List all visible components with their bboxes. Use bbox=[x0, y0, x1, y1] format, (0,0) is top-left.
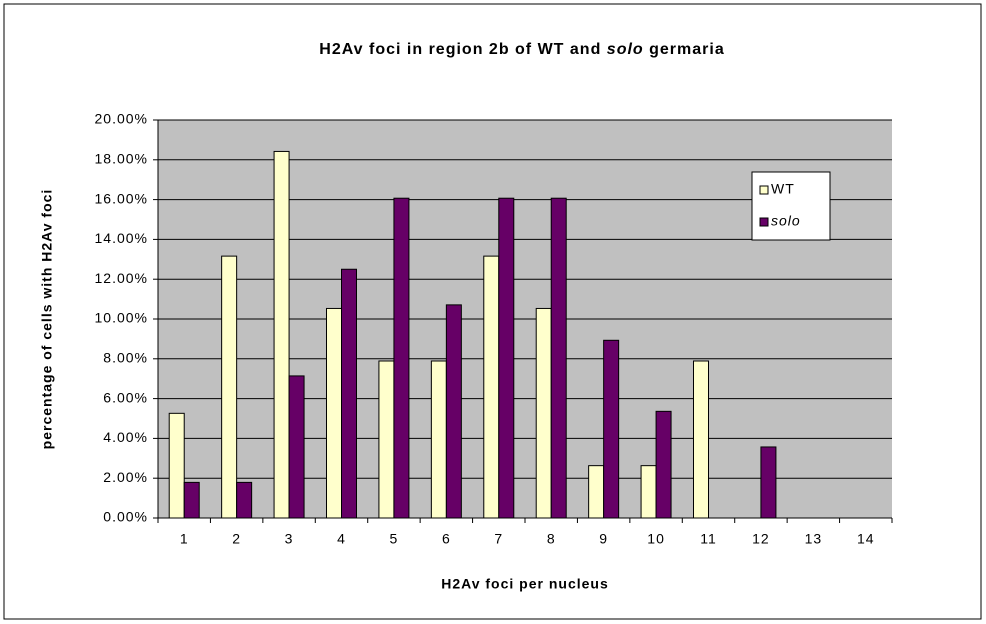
bar bbox=[640, 465, 657, 519]
bar bbox=[760, 446, 777, 519]
bar bbox=[588, 465, 605, 519]
x-tick-label: 8 bbox=[547, 531, 556, 547]
x-tick-label: 9 bbox=[599, 531, 608, 547]
x-tick-label: 6 bbox=[442, 531, 451, 547]
x-tick-label: 2 bbox=[232, 531, 241, 547]
bar bbox=[168, 412, 185, 519]
x-tick-label: 11 bbox=[700, 531, 717, 547]
y-tick-label: 20.00% bbox=[95, 111, 148, 127]
legend-swatch bbox=[759, 185, 769, 195]
x-tick-label: 10 bbox=[647, 531, 665, 547]
y-tick-label: 10.00% bbox=[95, 310, 148, 326]
x-tick-label: 4 bbox=[337, 531, 346, 547]
legend-label: solo bbox=[771, 213, 801, 229]
bar bbox=[550, 197, 567, 519]
bar bbox=[483, 255, 500, 519]
x-tick-label: 14 bbox=[857, 531, 875, 547]
bar bbox=[341, 268, 357, 519]
y-tick-label: 16.00% bbox=[95, 190, 148, 206]
y-tick-label: 0.00% bbox=[103, 509, 148, 525]
legend-box bbox=[751, 171, 831, 241]
y-axis-label: percentage of cells with H2Av foci bbox=[39, 189, 55, 450]
y-tick-label: 2.00% bbox=[103, 469, 148, 485]
bar bbox=[288, 375, 305, 519]
bar bbox=[183, 481, 200, 519]
y-tick-label: 6.00% bbox=[103, 389, 148, 405]
legend-label: WT bbox=[771, 181, 795, 197]
bar bbox=[535, 307, 552, 519]
bar bbox=[498, 197, 515, 519]
x-tick-label: 12 bbox=[752, 531, 770, 547]
bar bbox=[378, 360, 395, 519]
y-tick-label: 18.00% bbox=[95, 151, 148, 167]
bar bbox=[655, 410, 672, 519]
bar bbox=[430, 360, 447, 519]
bar bbox=[603, 339, 620, 519]
bar bbox=[445, 304, 462, 519]
x-tick-label: 5 bbox=[390, 531, 399, 547]
y-tick-label: 8.00% bbox=[103, 350, 148, 366]
y-tick-label: 14.00% bbox=[95, 230, 148, 246]
bar bbox=[221, 255, 238, 519]
y-tick-label: 4.00% bbox=[103, 429, 148, 445]
x-tick-label: 3 bbox=[285, 531, 294, 547]
x-tick-label: 1 bbox=[180, 531, 189, 547]
bar bbox=[236, 481, 253, 519]
x-tick-label: 7 bbox=[494, 531, 503, 547]
bar bbox=[393, 197, 410, 519]
legend-swatch bbox=[759, 217, 769, 227]
bar bbox=[273, 150, 290, 519]
chart-title: H2Av foci in region 2b of WT and solo ge… bbox=[319, 41, 724, 58]
bar bbox=[326, 307, 342, 519]
y-tick-label: 12.00% bbox=[95, 270, 148, 286]
x-axis-label: H2Av foci per nucleus bbox=[441, 576, 609, 592]
x-tick-label: 13 bbox=[805, 531, 823, 547]
bar bbox=[693, 360, 709, 519]
